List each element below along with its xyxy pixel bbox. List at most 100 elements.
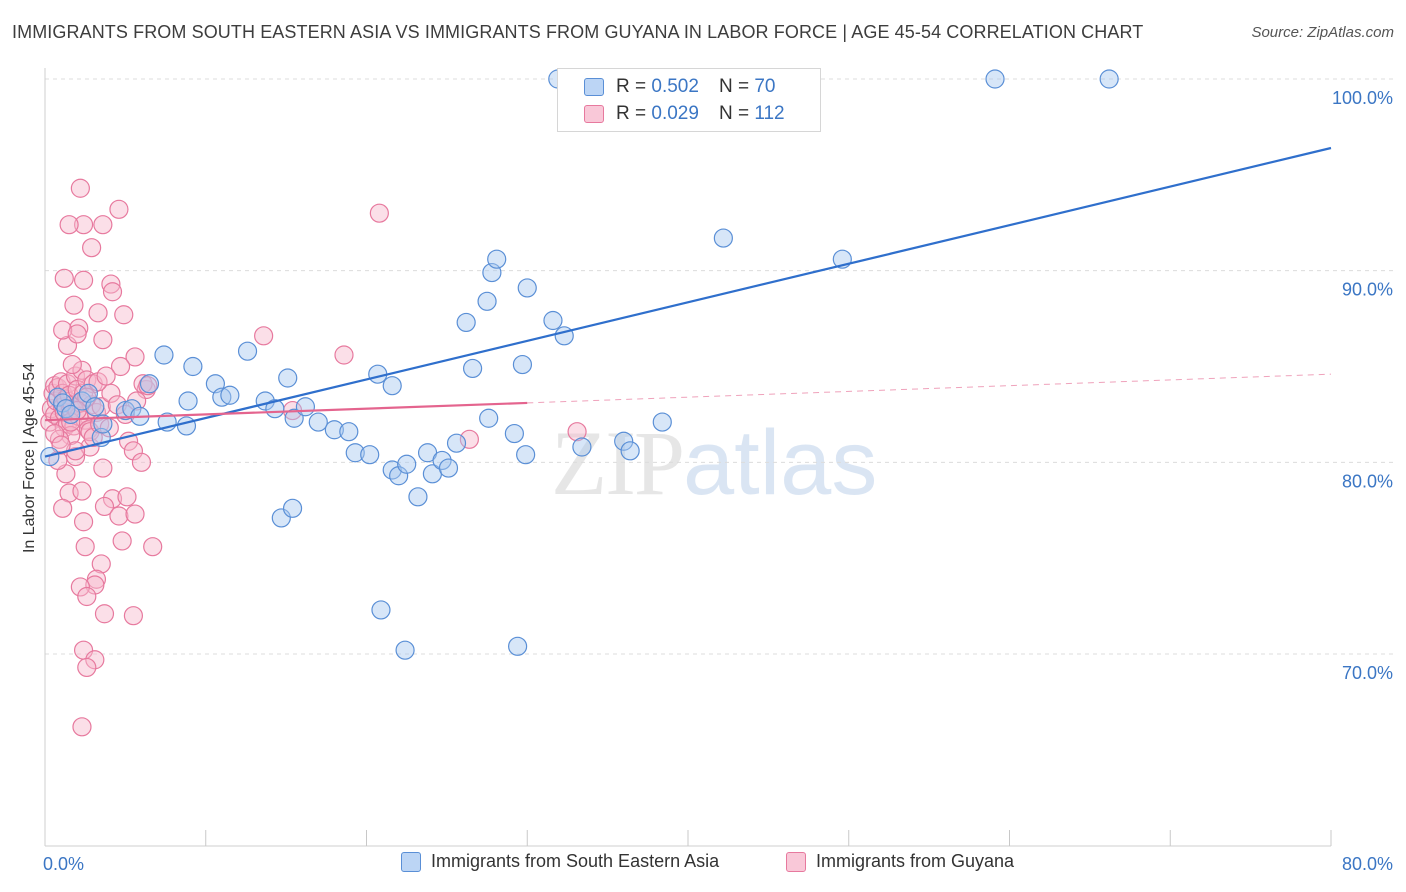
data-point-guyana [61, 425, 81, 446]
trend-lines [44, 146, 1332, 458]
legend-r-value: 0.502 [651, 76, 699, 97]
data-point-guyana [117, 487, 137, 507]
data-point-guyana [75, 537, 95, 557]
y-tick-label: 100.0% [1332, 88, 1393, 108]
series-legend: Immigrants from South Eastern Asia Immig… [0, 851, 1406, 877]
data-point-sea [456, 312, 476, 333]
legend-label-sea: Immigrants from South Eastern Asia [431, 851, 720, 871]
y-axis-label: In Labor Force | Age 45-54 [21, 363, 38, 553]
data-point-guyana [112, 531, 132, 551]
data-point-guyana [88, 303, 108, 323]
data-point-guyana [67, 324, 87, 344]
data-point-guyana [72, 360, 92, 380]
data-point-sea [237, 341, 258, 361]
data-point-guyana [334, 345, 354, 365]
data-point-sea [282, 498, 303, 518]
data-point-guyana [53, 498, 73, 518]
data-point-sea [360, 445, 380, 465]
trend-line-sea [44, 146, 1332, 458]
tick-labels: 70.0% 80.0% 90.0% 100.0% 0.0% 80.0% In Labor F… [21, 88, 1393, 874]
data-point-sea [462, 358, 483, 379]
x-tick-label: 0.0% [43, 854, 84, 874]
watermark-atlas: atlas [683, 412, 878, 514]
data-point-sea [572, 437, 592, 457]
data-point-sea [295, 397, 316, 417]
data-point-sea [516, 445, 536, 465]
chart-title: IMMIGRANTS FROM SOUTH EASTERN ASIA VS IM… [12, 22, 1144, 42]
data-point-guyana [77, 657, 97, 678]
data-point-sea [324, 420, 344, 440]
data-point-guyana [94, 496, 115, 517]
data-point-guyana [125, 504, 145, 524]
data-point-guyana [93, 458, 113, 478]
data-point-guyana [62, 354, 82, 375]
data-point-guyana [109, 506, 129, 526]
x-tick-label: 80.0% [1342, 854, 1393, 874]
data-point-sea [278, 368, 298, 388]
data-point-guyana [102, 489, 123, 509]
data-point-sea [504, 423, 524, 444]
data-point-guyana [93, 330, 113, 350]
data-point-guyana [91, 554, 111, 574]
legend-n-value: 70 [754, 76, 776, 97]
data-point-sea [614, 431, 634, 451]
data-point-sea [477, 291, 497, 311]
y-tick-label: 90.0% [1342, 280, 1393, 300]
data-point-guyana [369, 203, 389, 223]
data-point-sea [176, 416, 197, 436]
data-point-sea [308, 412, 328, 432]
source-label: Source: ZipAtlas.com [1251, 24, 1394, 41]
data-point-guyana [101, 274, 121, 294]
data-point-guyana [94, 604, 115, 624]
watermark-zip: ZIP [551, 412, 685, 514]
data-point-sea [652, 412, 672, 432]
legend-item-sea[interactable]: Immigrants from South Eastern Asia [401, 851, 719, 872]
data-point-guyana [51, 435, 71, 455]
data-point-guyana [64, 295, 84, 315]
series-sea-points [40, 69, 1119, 660]
data-point-guyana [85, 575, 105, 595]
data-point-guyana [73, 215, 94, 235]
data-point-sea [382, 376, 402, 396]
data-point-sea [487, 249, 507, 269]
data-point-guyana [123, 606, 144, 626]
data-point-sea [985, 69, 1005, 89]
data-point-sea [713, 228, 733, 248]
data-point-sea [154, 345, 174, 365]
legend-r-label: R = [616, 103, 647, 124]
data-point-guyana [70, 577, 90, 597]
data-point-guyana [567, 422, 587, 442]
data-point-sea [479, 408, 499, 428]
data-point-sea [1099, 69, 1119, 89]
data-point-sea [93, 414, 113, 434]
data-point-guyana [73, 512, 94, 532]
data-point-sea [620, 441, 640, 461]
legend-n-label: N = [718, 103, 750, 124]
data-point-guyana [85, 650, 105, 670]
data-point-sea [178, 391, 198, 411]
data-point-guyana [459, 429, 479, 449]
data-point-guyana [123, 441, 144, 461]
data-point-sea [53, 393, 73, 413]
legend-label-guyana: Immigrants from Guyana [816, 851, 1015, 871]
data-point-sea [389, 466, 409, 486]
data-point-guyana [59, 215, 79, 235]
legend-swatch-pink [584, 105, 604, 123]
trend-line-guyana [44, 401, 528, 422]
data-point-sea [397, 454, 417, 474]
data-point-guyana [82, 238, 102, 258]
data-point-sea [85, 397, 105, 417]
legend-swatch-blue [584, 78, 604, 96]
data-point-sea [284, 408, 304, 428]
series-guyana-points [40, 178, 587, 737]
legend-item-guyana[interactable]: Immigrants from Guyana [786, 851, 1014, 872]
data-point-guyana [109, 199, 129, 219]
data-point-guyana [53, 320, 73, 340]
data-point-sea [508, 636, 528, 656]
data-point-sea [517, 278, 537, 298]
data-point-sea [395, 640, 415, 660]
data-point-guyana [54, 268, 74, 288]
data-point-guyana [93, 215, 113, 235]
y-tick-label: 80.0% [1342, 471, 1393, 491]
